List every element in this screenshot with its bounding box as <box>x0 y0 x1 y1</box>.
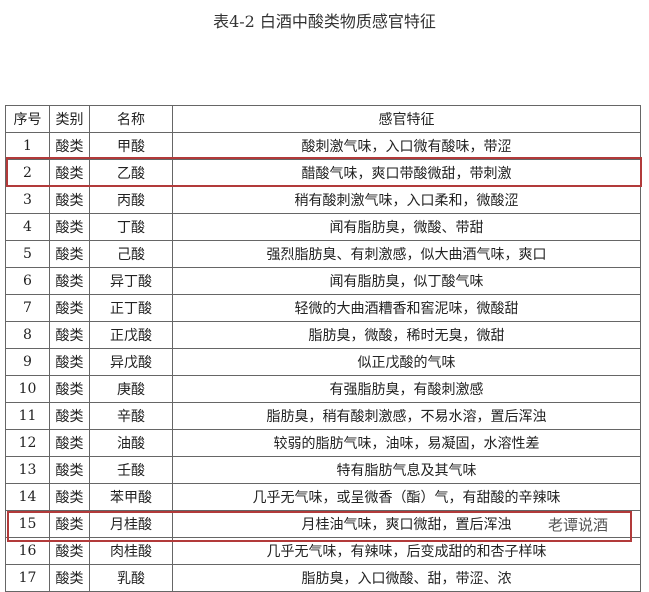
table-row: 14 酸类 苯甲酸 几乎无气味，或呈微香（酯）气，有甜酸的辛辣味 <box>5 483 641 511</box>
name-cell: 庚酸 <box>89 375 173 403</box>
name-cell: 正丁酸 <box>89 294 173 322</box>
row-number: 5 <box>5 240 50 268</box>
sensory-cell: 强烈脂肪臭、有刺激感，似大曲酒气味，爽口 <box>172 240 641 268</box>
sensory-cell: 有强脂肪臭，有酸刺激感 <box>172 375 641 403</box>
category-cell: 酸类 <box>49 159 90 187</box>
header-cell: 序号 <box>5 105 50 133</box>
table-row: 11 酸类 辛酸 脂肪臭，稍有酸刺激感，不易水溶，置后浑浊 <box>5 402 641 430</box>
table-row: 10 酸类 庚酸 有强脂肪臭，有酸刺激感 <box>5 375 641 403</box>
row-number: 8 <box>5 321 50 349</box>
header-row: 序号 类别 名称 感官特征 <box>5 105 641 133</box>
table-row: 1 酸类 甲酸 酸刺激气味，入口微有酸味，带涩 <box>5 132 641 160</box>
category-cell: 酸类 <box>49 348 90 376</box>
name-cell: 正戊酸 <box>89 321 173 349</box>
sensory-cell: 闻有脂肪臭，似丁酸气味 <box>172 267 641 295</box>
category-cell: 酸类 <box>49 456 90 484</box>
name-cell: 辛酸 <box>89 402 173 430</box>
table-title: 表4-2 白酒中酸类物质感官特征 <box>213 12 436 31</box>
name-cell: 油酸 <box>89 429 173 457</box>
table-row: 16 酸类 肉桂酸 几乎无气味，有辣味，后变成甜的和杏子样味 <box>5 537 641 565</box>
table-row: 12 酸类 油酸 较弱的脂肪气味，油味，易凝固，水溶性差 <box>5 429 641 457</box>
row-number: 14 <box>5 483 50 511</box>
sensory-cell: 醋酸气味，爽口带酸微甜，带刺激 <box>172 159 641 187</box>
row-number: 10 <box>5 375 50 403</box>
table-row: 8 酸类 正戊酸 脂肪臭，微酸，稀时无臭，微甜 <box>5 321 641 349</box>
row-number: 15 <box>5 510 50 538</box>
table-row: 3 酸类 丙酸 稍有酸刺激气味，入口柔和，微酸涩 <box>5 186 641 214</box>
category-cell: 酸类 <box>49 510 90 538</box>
category-cell: 酸类 <box>49 564 90 592</box>
row-number: 1 <box>5 132 50 160</box>
header-cell: 感官特征 <box>172 105 641 133</box>
category-cell: 酸类 <box>49 537 90 565</box>
header-cell: 名称 <box>89 105 173 133</box>
table-row: 6 酸类 异丁酸 闻有脂肪臭，似丁酸气味 <box>5 267 641 295</box>
table-row: 17 酸类 乳酸 脂肪臭，入口微酸、甜，带涩、浓 <box>5 564 641 592</box>
category-cell: 酸类 <box>49 213 90 241</box>
name-cell: 异戊酸 <box>89 348 173 376</box>
table-row: 7 酸类 正丁酸 轻微的大曲酒糟香和窖泥味，微酸甜 <box>5 294 641 322</box>
row-number: 13 <box>5 456 50 484</box>
row-number: 4 <box>5 213 50 241</box>
sensory-cell: 酸刺激气味，入口微有酸味，带涩 <box>172 132 641 160</box>
name-cell: 月桂酸 <box>89 510 173 538</box>
name-cell: 丁酸 <box>89 213 173 241</box>
header-cell: 类别 <box>49 105 90 133</box>
category-cell: 酸类 <box>49 294 90 322</box>
name-cell: 甲酸 <box>89 132 173 160</box>
table-row: 4 酸类 丁酸 闻有脂肪臭，微酸、带甜 <box>5 213 641 241</box>
table-row: 9 酸类 异戊酸 似正戊酸的气味 <box>5 348 641 376</box>
acid-sensory-table: 序号 类别 名称 感官特征 1 酸类 甲酸 酸刺激气味，入口微有酸味，带涩 2 酸类 乙酸醋… <box>5 105 641 592</box>
table-row: 2 酸类 乙酸 醋酸气味，爽口带酸微甜，带刺激 <box>5 159 641 187</box>
row-number: 11 <box>5 402 50 430</box>
sensory-cell: 脂肪臭，入口微酸、甜，带涩、浓 <box>172 564 641 592</box>
sensory-cell: 脂肪臭，稍有酸刺激感，不易水溶，置后浑浊 <box>172 402 641 430</box>
name-cell: 苯甲酸 <box>89 483 173 511</box>
name-cell: 乳酸 <box>89 564 173 592</box>
category-cell: 酸类 <box>49 402 90 430</box>
name-cell: 肉桂酸 <box>89 537 173 565</box>
table-row: 15 酸类 月桂酸 月桂油气味，爽口微甜，置后浑浊 <box>5 510 641 538</box>
name-cell: 壬酸 <box>89 456 173 484</box>
category-cell: 酸类 <box>49 321 90 349</box>
row-number: 2 <box>5 159 50 187</box>
category-cell: 酸类 <box>49 429 90 457</box>
sensory-cell: 特有脂肪气息及其气味 <box>172 456 641 484</box>
row-number: 17 <box>5 564 50 592</box>
name-cell: 己酸 <box>89 240 173 268</box>
category-cell: 酸类 <box>49 132 90 160</box>
category-cell: 酸类 <box>49 267 90 295</box>
sensory-cell: 脂肪臭，微酸，稀时无臭，微甜 <box>172 321 641 349</box>
sensory-cell: 几乎无气味，或呈微香（酯）气，有甜酸的辛辣味 <box>172 483 641 511</box>
sensory-cell: 稍有酸刺激气味，入口柔和，微酸涩 <box>172 186 641 214</box>
row-number: 3 <box>5 186 50 214</box>
row-number: 12 <box>5 429 50 457</box>
category-cell: 酸类 <box>49 375 90 403</box>
sensory-cell: 似正戊酸的气味 <box>172 348 641 376</box>
sensory-cell: 较弱的脂肪气味，油味，易凝固，水溶性差 <box>172 429 641 457</box>
sensory-cell: 轻微的大曲酒糟香和窖泥味，微酸甜 <box>172 294 641 322</box>
name-cell: 丙酸 <box>89 186 173 214</box>
watermark: 老谭说酒 <box>548 514 609 535</box>
category-cell: 酸类 <box>49 186 90 214</box>
row-number: 9 <box>5 348 50 376</box>
row-number: 7 <box>5 294 50 322</box>
sensory-cell: 闻有脂肪臭，微酸、带甜 <box>172 213 641 241</box>
table-row: 5 酸类 己酸 强烈脂肪臭、有刺激感，似大曲酒气味，爽口 <box>5 240 641 268</box>
row-number: 16 <box>5 537 50 565</box>
category-cell: 酸类 <box>49 483 90 511</box>
table-row: 13 酸类 壬酸 特有脂肪气息及其气味 <box>5 456 641 484</box>
row-number: 6 <box>5 267 50 295</box>
name-cell: 乙酸 <box>89 159 173 187</box>
sensory-cell: 几乎无气味，有辣味，后变成甜的和杏子样味 <box>172 537 641 565</box>
name-cell: 异丁酸 <box>89 267 173 295</box>
category-cell: 酸类 <box>49 240 90 268</box>
